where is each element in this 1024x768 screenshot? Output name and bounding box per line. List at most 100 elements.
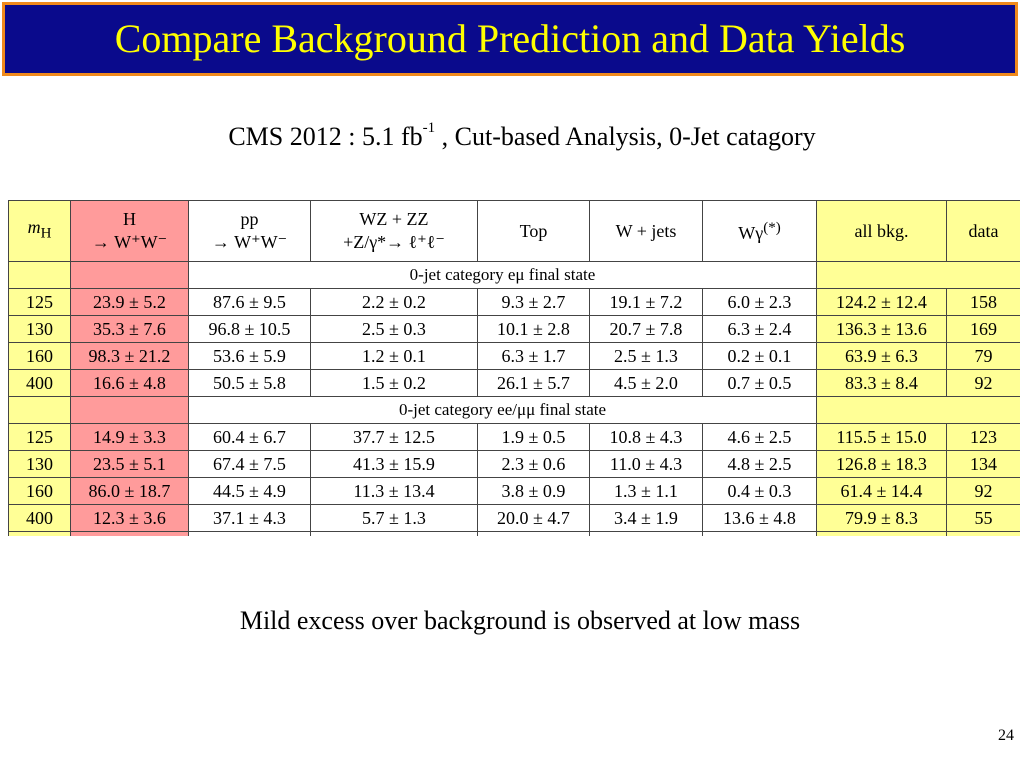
- table-cell: 2.5 ± 0.3: [310, 315, 478, 343]
- column-header: pp → W⁺W⁻: [188, 200, 311, 262]
- table-cell: 67.4 ± 7.5: [188, 450, 311, 478]
- table-cell: [816, 531, 947, 536]
- header-line1: m: [27, 217, 41, 238]
- table-cell: 6.3 ± 1.7: [477, 342, 590, 370]
- header-line2: → W⁺W⁻: [91, 232, 168, 252]
- table-cell: 61.4 ± 14.4: [816, 477, 947, 505]
- table-cell: 4.6 ± 2.5: [702, 423, 817, 451]
- yield-table: mH H → W⁺W⁻ pp → W⁺W⁻ WZ + ZZ +Z/γ*→ ℓ⁺ℓ⁻ Top W …: [8, 200, 1020, 536]
- subtitle-main: CMS 2012 : 5.1 fb: [228, 122, 423, 151]
- table-row: 125 14.9 ± 3.3 60.4 ± 6.7 37.7 ± 12.5 1.9 ± …: [8, 423, 1020, 451]
- column-header: H → W⁺W⁻: [70, 200, 189, 262]
- column-header: Top: [477, 200, 590, 262]
- table-cell: 1.2 ± 0.1: [310, 342, 478, 370]
- section-spacer: [70, 261, 189, 289]
- table-cell: 134: [946, 450, 1020, 478]
- table-row: 125 23.9 ± 5.2 87.6 ± 9.5 2.2 ± 0.2 9.3 ± 2.…: [8, 288, 1020, 316]
- header-sub: H: [40, 225, 52, 242]
- table-cell: 26.1 ± 5.7: [477, 369, 590, 397]
- table-cell: 41.3 ± 15.9: [310, 450, 478, 478]
- table-cell: 14.9 ± 3.3: [70, 423, 189, 451]
- table-cell: [946, 531, 1020, 536]
- table-cell: 19.1 ± 7.2: [589, 288, 703, 316]
- table-cell: 20.7 ± 7.8: [589, 315, 703, 343]
- header-line1: Top: [519, 220, 548, 241]
- table-cell: 5.7 ± 1.3: [310, 504, 478, 532]
- section-label: 0-jet category ee/μμ final state: [188, 396, 817, 424]
- table-row: 130 23.5 ± 5.1 67.4 ± 7.5 41.3 ± 15.9 2.3 ± …: [8, 450, 1020, 478]
- table-cell: 1.3 ± 1.1: [589, 477, 703, 505]
- header-line2: +Z/γ*→ ℓ⁺ℓ⁻: [343, 232, 445, 252]
- section-spacer: [8, 261, 71, 289]
- table-cell: 55: [946, 504, 1020, 532]
- table-cell: 4.8 ± 2.5: [702, 450, 817, 478]
- table-cell: 23.5 ± 5.1: [70, 450, 189, 478]
- section-label: 0-jet category eμ final state: [188, 261, 817, 289]
- table-cell: 0.7 ± 0.5: [702, 369, 817, 397]
- table-cell: 0.2 ± 0.1: [702, 342, 817, 370]
- table-cell: 123: [946, 423, 1020, 451]
- header-line1: pp: [240, 209, 259, 229]
- header-line1: WZ + ZZ: [359, 209, 429, 229]
- table-cell: 2.3 ± 0.6: [477, 450, 590, 478]
- table-cell: 115.5 ± 15.0: [816, 423, 947, 451]
- section-header-row: 0-jet category eμ final state: [8, 261, 1020, 289]
- header-line1: Wγ: [738, 223, 764, 243]
- table-cell: 96.8 ± 10.5: [188, 315, 311, 343]
- table-cell: 13.6 ± 4.8: [702, 504, 817, 532]
- table-row: 130 35.3 ± 7.6 96.8 ± 10.5 2.5 ± 0.3 10.1 ± …: [8, 315, 1020, 343]
- table-cell: 83.3 ± 8.4: [816, 369, 947, 397]
- table-cell: 136.3 ± 13.6: [816, 315, 947, 343]
- table-cell: 92: [946, 477, 1020, 505]
- table-cell: [8, 531, 71, 536]
- table-cell: 2.5 ± 1.3: [589, 342, 703, 370]
- table-row: 160 86.0 ± 18.7 44.5 ± 4.9 11.3 ± 13.4 3.8 ±…: [8, 477, 1020, 505]
- table-cell: 20.0 ± 4.7: [477, 504, 590, 532]
- table-cell: 9.3 ± 2.7: [477, 288, 590, 316]
- column-header: all bkg.: [816, 200, 947, 262]
- column-header: Wγ(*): [702, 200, 817, 262]
- table-cell: 63.9 ± 6.3: [816, 342, 947, 370]
- table-cell: 10.8 ± 4.3: [589, 423, 703, 451]
- table-cell: [589, 531, 703, 536]
- section-header-row: 0-jet category ee/μμ final state: [8, 396, 1020, 424]
- table-cell: 400: [8, 504, 71, 532]
- table-cell: 44.5 ± 4.9: [188, 477, 311, 505]
- table-cell: 1.9 ± 0.5: [477, 423, 590, 451]
- table-cell: 124.2 ± 12.4: [816, 288, 947, 316]
- table-cell: 158: [946, 288, 1020, 316]
- table-cell: 79.9 ± 8.3: [816, 504, 947, 532]
- table-cell: [702, 531, 817, 536]
- table-cell: 125: [8, 288, 71, 316]
- table-cell: 1.5 ± 0.2: [310, 369, 478, 397]
- header-sup: (*): [763, 220, 781, 236]
- table-cell: 0.4 ± 0.3: [702, 477, 817, 505]
- table-cell: 53.6 ± 5.9: [188, 342, 311, 370]
- header-line1: data: [968, 220, 999, 241]
- header-line1: H: [123, 209, 136, 229]
- table-cell: 12.3 ± 3.6: [70, 504, 189, 532]
- table-cell: 11.3 ± 13.4: [310, 477, 478, 505]
- table-cell: 130: [8, 315, 71, 343]
- table-cell: 4.5 ± 2.0: [589, 369, 703, 397]
- slide-title: Compare Background Prediction and Data Y…: [114, 16, 906, 61]
- header-line1: all bkg.: [854, 220, 909, 241]
- table-cell: 37.7 ± 12.5: [310, 423, 478, 451]
- title-bar: Compare Background Prediction and Data Y…: [2, 2, 1018, 76]
- table-cell: 125: [8, 423, 71, 451]
- table-cell: 98.3 ± 21.2: [70, 342, 189, 370]
- table-cell: 160: [8, 477, 71, 505]
- table-cell: 6.0 ± 2.3: [702, 288, 817, 316]
- section-spacer: [816, 396, 1020, 424]
- page-number: 24: [998, 727, 1014, 744]
- table-cell: [310, 531, 478, 536]
- section-spacer: [8, 396, 71, 424]
- yield-table-container: mH H → W⁺W⁻ pp → W⁺W⁻ WZ + ZZ +Z/γ*→ ℓ⁺ℓ⁻ Top W …: [8, 200, 1020, 536]
- table-cell: 3.8 ± 0.9: [477, 477, 590, 505]
- table-cell: 160: [8, 342, 71, 370]
- header-line1: W + jets: [615, 220, 677, 241]
- table-cell: 3.4 ± 1.9: [589, 504, 703, 532]
- column-header: data: [946, 200, 1020, 262]
- table-cell: 23.9 ± 5.2: [70, 288, 189, 316]
- table-cell: 130: [8, 450, 71, 478]
